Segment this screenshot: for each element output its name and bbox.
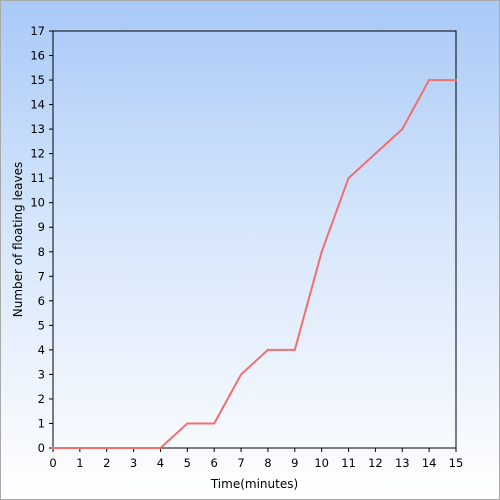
y-tick-label: 15: [30, 73, 45, 87]
y-tick-label: 4: [38, 343, 45, 357]
y-tick-label: 3: [38, 367, 45, 381]
y-tick-label: 8: [38, 245, 45, 259]
x-axis-ticks: 0 1 2 3 4 5 6 7 8 9 10 11 12 13 14 15: [49, 448, 463, 470]
data-point: [52, 447, 54, 449]
x-tick-label: 14: [422, 456, 437, 470]
data-point: [132, 447, 135, 449]
y-tick-label: 11: [30, 171, 45, 185]
y-tick-label: 7: [38, 269, 45, 283]
data-point: [320, 250, 323, 253]
x-tick-label: 11: [341, 456, 356, 470]
data-point: [186, 422, 189, 425]
x-tick-label: 6: [211, 456, 218, 470]
x-tick-label: 13: [395, 456, 410, 470]
data-point: [428, 79, 431, 82]
y-tick-label: 10: [30, 196, 45, 210]
y-tick-label: 2: [38, 392, 45, 406]
data-point: [401, 128, 404, 131]
data-point: [455, 79, 457, 82]
data-point: [293, 348, 296, 351]
x-tick-label: 12: [368, 456, 383, 470]
y-tick-label: 12: [30, 147, 45, 161]
y-tick-label: 17: [30, 24, 45, 38]
series-layer: [52, 79, 457, 449]
x-tick-label: 4: [157, 456, 164, 470]
data-point: [105, 447, 108, 449]
series-line: [53, 79, 456, 449]
y-tick-label: 1: [38, 416, 45, 430]
x-tick-label: 15: [449, 456, 464, 470]
x-tick-label: 1: [76, 456, 83, 470]
y-tick-label: 0: [38, 441, 45, 455]
x-tick-label: 0: [49, 456, 56, 470]
x-tick-label: 8: [264, 456, 271, 470]
y-tick-label: 9: [38, 220, 45, 234]
x-tick-label: 10: [314, 456, 329, 470]
x-axis-label: Time(minutes): [210, 477, 298, 491]
data-point: [347, 177, 350, 180]
y-tick-label: 6: [38, 294, 45, 308]
plot-area: [52, 30, 457, 449]
data-point: [266, 348, 269, 351]
data-point: [159, 447, 162, 449]
data-point: [213, 422, 216, 425]
x-tick-label: 2: [103, 456, 110, 470]
x-tick-label: 7: [237, 456, 244, 470]
x-tick-label: 9: [291, 456, 298, 470]
y-tick-label: 13: [30, 122, 45, 136]
y-tick-label: 5: [38, 318, 45, 332]
y-tick-label: 14: [30, 98, 45, 112]
x-tick-label: 3: [130, 456, 137, 470]
y-axis-label: Number of floating leaves: [11, 162, 25, 318]
data-point: [374, 152, 377, 155]
data-point: [240, 373, 243, 376]
x-tick-label: 5: [184, 456, 191, 470]
data-point: [78, 447, 81, 449]
y-tick-label: 16: [30, 49, 45, 63]
